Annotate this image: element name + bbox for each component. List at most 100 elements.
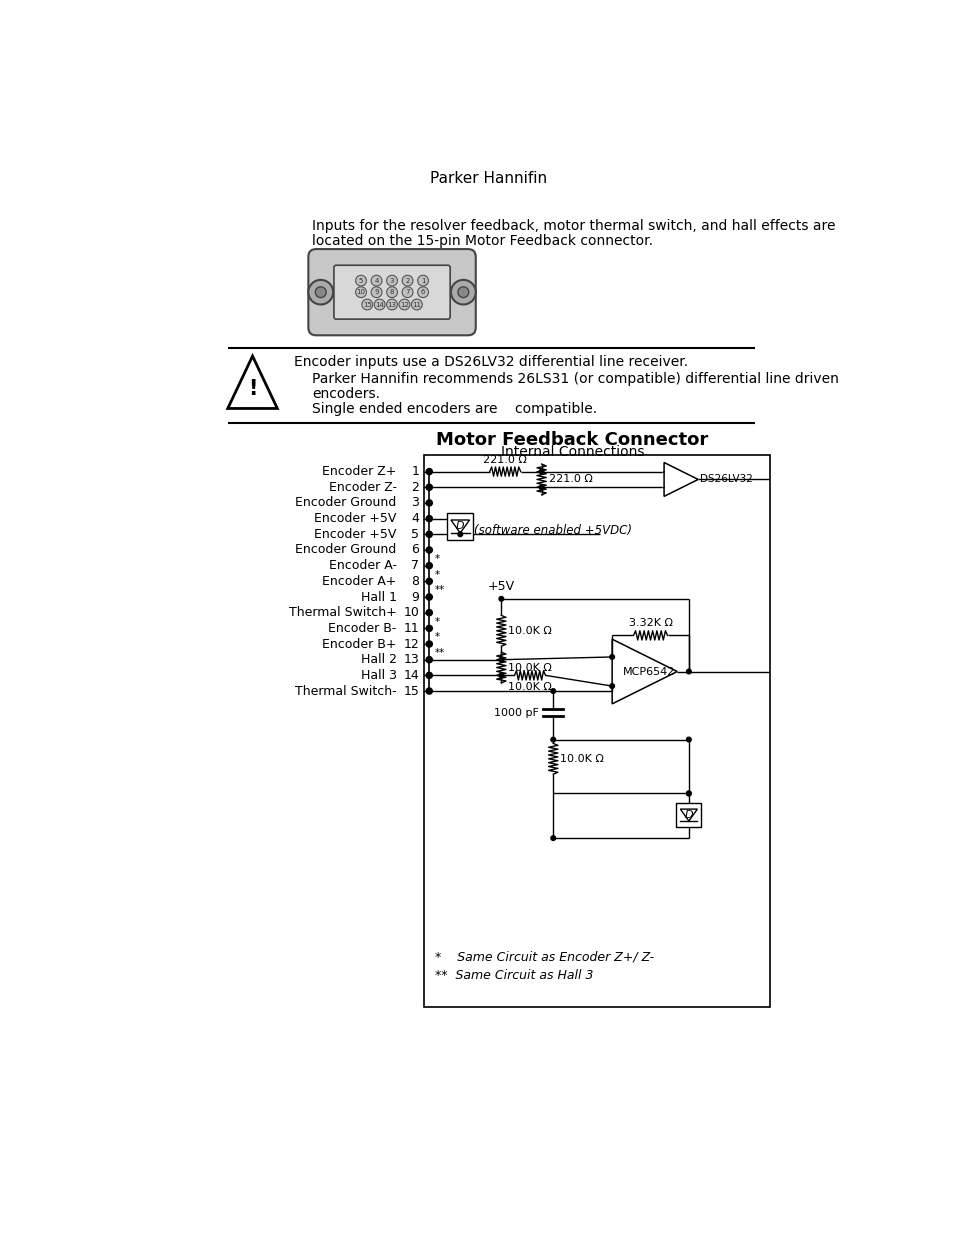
Text: 8: 8 <box>411 574 418 588</box>
Text: Encoder Ground: Encoder Ground <box>295 543 396 557</box>
Text: *: * <box>435 569 439 579</box>
Circle shape <box>538 485 543 489</box>
Text: 12: 12 <box>399 301 409 308</box>
Text: 4: 4 <box>411 513 418 525</box>
Circle shape <box>402 275 413 287</box>
Circle shape <box>386 299 397 310</box>
Text: 3.32K Ω: 3.32K Ω <box>628 619 672 629</box>
Circle shape <box>417 275 428 287</box>
Circle shape <box>550 689 555 693</box>
Text: 14: 14 <box>403 669 418 682</box>
Text: Parker Hannifin recommends 26LS31 (or compatible) differential line driven: Parker Hannifin recommends 26LS31 (or co… <box>312 372 839 385</box>
Text: 10.0K Ω: 10.0K Ω <box>508 626 552 636</box>
Text: located on the 15-pin Motor Feedback connector.: located on the 15-pin Motor Feedback con… <box>312 235 653 248</box>
Text: 2: 2 <box>405 278 409 284</box>
Text: Encoder Z-: Encoder Z- <box>329 480 396 494</box>
Circle shape <box>426 641 432 647</box>
Circle shape <box>386 275 397 287</box>
FancyBboxPatch shape <box>334 266 450 319</box>
Text: 10: 10 <box>356 289 365 295</box>
Circle shape <box>686 737 691 742</box>
Circle shape <box>398 299 410 310</box>
Text: *: * <box>435 616 439 627</box>
Circle shape <box>426 657 432 663</box>
Text: Encoder inputs use a DS26LV32 differential line receiver.: Encoder inputs use a DS26LV32 differenti… <box>294 354 688 368</box>
Text: !: ! <box>248 379 257 399</box>
Text: 221.0 Ω: 221.0 Ω <box>548 474 592 484</box>
Circle shape <box>355 275 366 287</box>
Text: 15: 15 <box>362 301 372 308</box>
Circle shape <box>426 625 432 631</box>
Text: 11: 11 <box>403 622 418 635</box>
Circle shape <box>426 468 432 474</box>
Text: Parker Hannifin: Parker Hannifin <box>430 172 547 186</box>
Text: Inputs for the resolver feedback, motor thermal switch, and hall effects are: Inputs for the resolver feedback, motor … <box>312 219 835 233</box>
Circle shape <box>308 280 333 305</box>
Text: 14: 14 <box>375 301 384 308</box>
Circle shape <box>498 597 503 601</box>
Text: 1: 1 <box>420 278 425 284</box>
Circle shape <box>426 484 432 490</box>
Text: 221.0 Ω: 221.0 Ω <box>483 454 527 464</box>
Circle shape <box>686 792 691 795</box>
Circle shape <box>426 500 432 506</box>
Text: *: * <box>435 555 439 564</box>
Text: 11: 11 <box>412 301 421 308</box>
Text: Internal Connections: Internal Connections <box>500 445 643 458</box>
Circle shape <box>686 792 691 795</box>
Text: 3: 3 <box>390 278 394 284</box>
Text: +5V: +5V <box>487 579 515 593</box>
Text: **  Same Circuit as Hall 3: ** Same Circuit as Hall 3 <box>435 969 594 983</box>
Text: 6: 6 <box>420 289 425 295</box>
Circle shape <box>361 299 373 310</box>
FancyBboxPatch shape <box>308 249 476 336</box>
Text: 7: 7 <box>405 289 410 295</box>
Circle shape <box>609 684 614 688</box>
Text: Motor Feedback Connector: Motor Feedback Connector <box>436 431 708 448</box>
Text: **: ** <box>435 648 444 658</box>
Text: Encoder B+: Encoder B+ <box>322 637 396 651</box>
Circle shape <box>609 655 614 659</box>
Text: 9: 9 <box>374 289 378 295</box>
Text: Encoder Z+: Encoder Z+ <box>322 466 396 478</box>
Text: D: D <box>456 521 464 531</box>
Text: 9: 9 <box>411 590 418 604</box>
Circle shape <box>457 287 468 298</box>
Circle shape <box>426 531 432 537</box>
Circle shape <box>411 299 422 310</box>
Text: 12: 12 <box>403 637 418 651</box>
Circle shape <box>498 657 503 662</box>
Text: 15: 15 <box>403 684 418 698</box>
Text: Hall 2: Hall 2 <box>360 653 396 666</box>
Circle shape <box>426 672 432 678</box>
Text: DS26LV32: DS26LV32 <box>700 474 753 484</box>
Circle shape <box>451 280 476 305</box>
Circle shape <box>426 515 432 521</box>
Text: 13: 13 <box>403 653 418 666</box>
Text: Encoder A-: Encoder A- <box>329 559 396 572</box>
Text: 10.0K Ω: 10.0K Ω <box>508 682 552 693</box>
Bar <box>447 514 473 540</box>
Text: 5: 5 <box>358 278 363 284</box>
Text: (software enabled +5VDC): (software enabled +5VDC) <box>474 525 632 537</box>
Circle shape <box>686 669 691 674</box>
Text: Hall 1: Hall 1 <box>360 590 396 604</box>
Text: Encoder Ground: Encoder Ground <box>295 496 396 510</box>
Text: Thermal Switch-: Thermal Switch- <box>294 684 396 698</box>
Text: 1000 pF: 1000 pF <box>494 708 538 718</box>
Circle shape <box>426 610 432 616</box>
Text: 5: 5 <box>411 527 418 541</box>
Text: 8: 8 <box>390 289 394 295</box>
Text: 7: 7 <box>411 559 418 572</box>
Text: encoders.: encoders. <box>312 387 380 401</box>
Text: 4: 4 <box>374 278 378 284</box>
Text: 2: 2 <box>411 480 418 494</box>
Circle shape <box>371 275 381 287</box>
Circle shape <box>402 287 413 298</box>
Circle shape <box>550 836 555 841</box>
Text: Encoder +5V: Encoder +5V <box>314 513 396 525</box>
Text: Hall 3: Hall 3 <box>360 669 396 682</box>
Circle shape <box>426 688 432 694</box>
Text: Encoder A+: Encoder A+ <box>322 574 396 588</box>
Circle shape <box>355 287 366 298</box>
